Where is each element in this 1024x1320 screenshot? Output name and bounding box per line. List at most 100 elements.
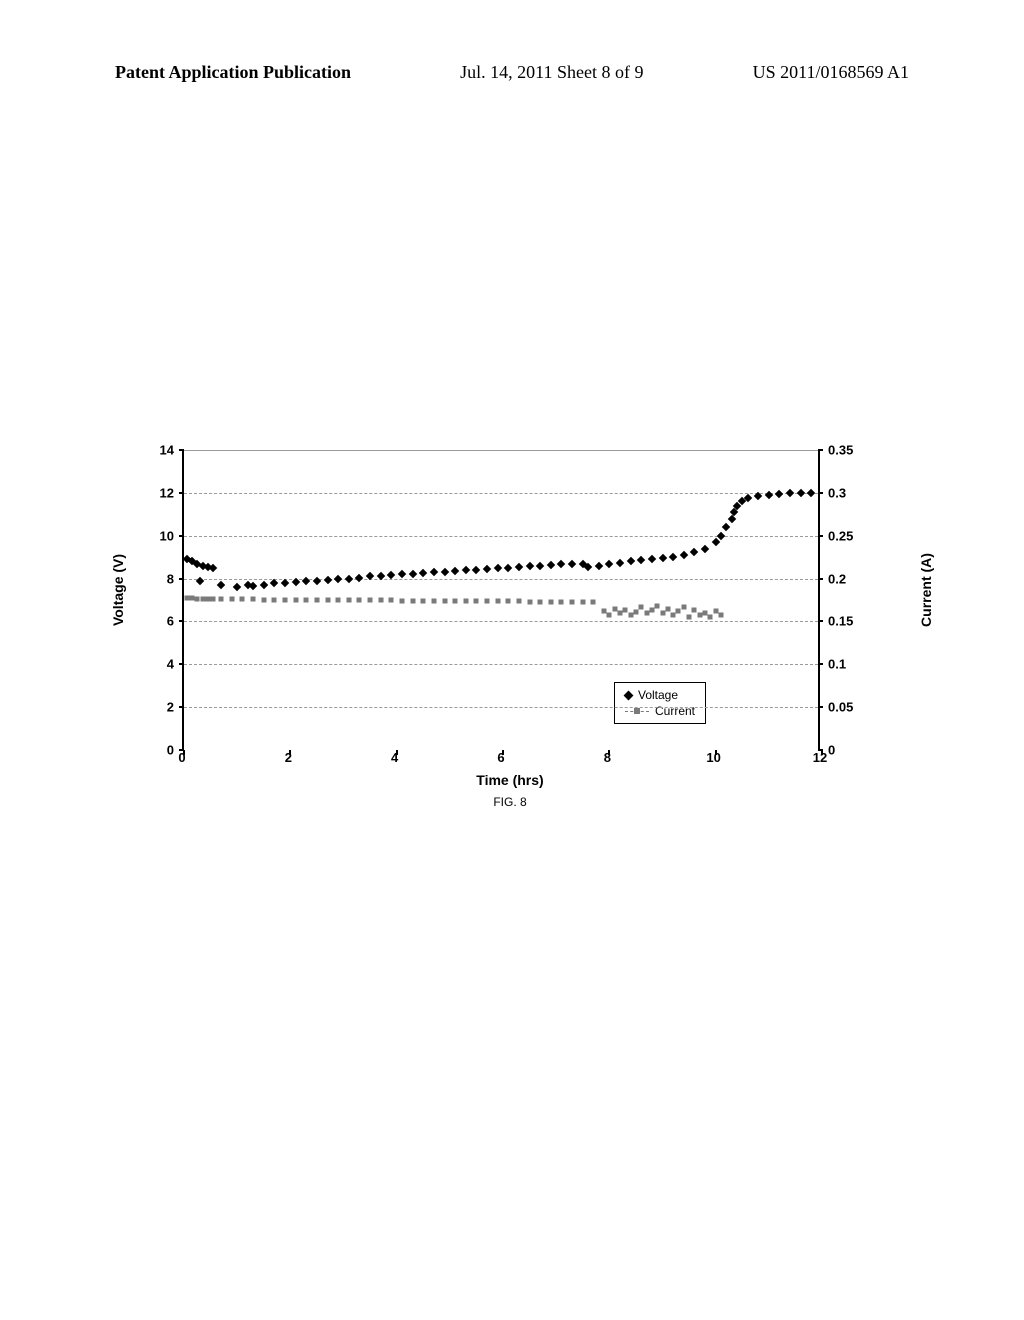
y-left-tick-label: 0: [167, 743, 174, 758]
data-point: [559, 599, 564, 604]
data-point: [421, 598, 426, 603]
legend: Voltage Current: [614, 682, 706, 724]
data-point: [314, 598, 319, 603]
data-point: [399, 598, 404, 603]
legend-item-current: Current: [625, 703, 695, 719]
data-point: [195, 597, 200, 602]
data-point: [681, 604, 686, 609]
data-point: [628, 612, 633, 617]
data-point: [474, 598, 479, 603]
data-point: [440, 568, 448, 576]
data-point: [669, 553, 677, 561]
y-left-tick-label: 10: [160, 528, 174, 543]
data-point: [708, 615, 713, 620]
y-right-tick-label: 0.3: [828, 485, 846, 500]
data-point: [368, 598, 373, 603]
data-point: [718, 613, 723, 618]
square-dash-marker-icon: [625, 708, 649, 715]
data-point: [602, 609, 607, 614]
data-point: [261, 598, 266, 603]
data-point: [304, 598, 309, 603]
data-point: [626, 557, 634, 565]
plot-area: Voltage Current 0246810121400.050.10.150…: [182, 450, 820, 750]
data-point: [410, 598, 415, 603]
data-point: [504, 564, 512, 572]
y-right-tick-label: 0: [828, 743, 835, 758]
data-point: [357, 598, 362, 603]
y-right-tick-label: 0.25: [828, 528, 853, 543]
data-point: [570, 599, 575, 604]
data-point: [680, 551, 688, 559]
data-point: [240, 597, 245, 602]
data-point: [525, 561, 533, 569]
data-point: [717, 531, 725, 539]
data-point: [217, 581, 225, 589]
x-axis-title: Time (hrs): [130, 772, 890, 788]
data-point: [431, 598, 436, 603]
data-point: [557, 559, 565, 567]
data-point: [649, 608, 654, 613]
data-point: [665, 606, 670, 611]
gridline: [184, 621, 818, 622]
x-tick-label: 10: [706, 750, 720, 765]
data-point: [323, 575, 331, 583]
data-point: [495, 598, 500, 603]
data-point: [293, 598, 298, 603]
data-point: [485, 598, 490, 603]
data-point: [547, 560, 555, 568]
y-right-tick-label: 0.2: [828, 571, 846, 586]
legend-item-voltage: Voltage: [625, 687, 695, 703]
data-point: [345, 574, 353, 582]
figure-caption: FIG. 8: [130, 795, 890, 809]
data-point: [722, 523, 730, 531]
header-left: Patent Application Publication: [115, 62, 351, 83]
chart-fig8: Voltage (V) Current (A) Voltage Current …: [130, 440, 890, 810]
data-point: [690, 548, 698, 556]
y-right-tick-label: 0.05: [828, 700, 853, 715]
data-point: [209, 564, 217, 572]
data-point: [594, 561, 602, 569]
x-tick-label: 8: [604, 750, 611, 765]
gridline: [184, 450, 818, 451]
data-point: [644, 610, 649, 615]
data-point: [527, 599, 532, 604]
data-point: [807, 489, 815, 497]
data-point: [607, 612, 612, 617]
data-point: [676, 609, 681, 614]
data-point: [378, 598, 383, 603]
header-right: US 2011/0168569 A1: [753, 62, 909, 83]
data-point: [325, 598, 330, 603]
data-point: [639, 604, 644, 609]
data-point: [211, 597, 216, 602]
data-point: [463, 598, 468, 603]
data-point: [281, 579, 289, 587]
data-point: [472, 566, 480, 574]
data-point: [775, 490, 783, 498]
y-right-axis-title: Current (A): [918, 553, 934, 627]
data-point: [692, 608, 697, 613]
data-point: [283, 598, 288, 603]
data-point: [200, 597, 205, 602]
data-point: [483, 565, 491, 573]
y-right-tick-label: 0.1: [828, 657, 846, 672]
data-point: [687, 615, 692, 620]
data-point: [272, 598, 277, 603]
data-point: [419, 569, 427, 577]
legend-label: Current: [655, 704, 695, 718]
data-point: [346, 598, 351, 603]
gridline: [184, 579, 818, 580]
data-point: [538, 599, 543, 604]
data-point: [451, 567, 459, 575]
data-point: [270, 579, 278, 587]
data-point: [233, 583, 241, 591]
data-point: [584, 563, 592, 571]
y-right-tick-label: 0.15: [828, 614, 853, 629]
legend-label: Voltage: [638, 688, 678, 702]
y-left-axis-title: Voltage (V): [110, 554, 126, 626]
data-point: [623, 608, 628, 613]
data-point: [580, 599, 585, 604]
data-point: [796, 489, 804, 497]
x-tick-label: 12: [813, 750, 827, 765]
data-point: [660, 610, 665, 615]
data-point: [229, 597, 234, 602]
